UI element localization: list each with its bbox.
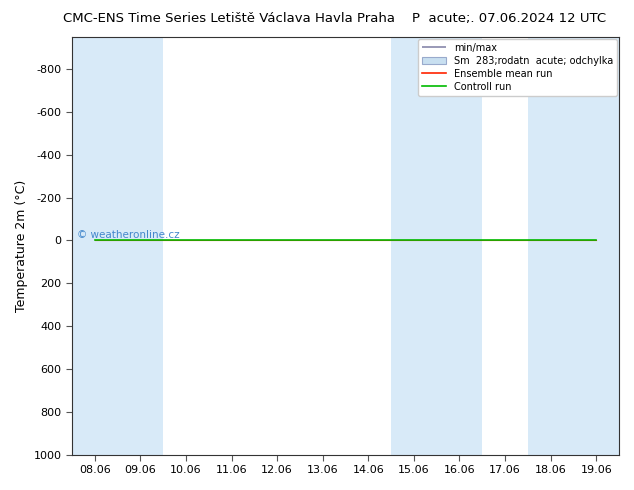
Legend: min/max, Sm  283;rodatn  acute; odchylka, Ensemble mean run, Controll run: min/max, Sm 283;rodatn acute; odchylka, … <box>418 39 617 96</box>
Bar <box>391 37 437 455</box>
Text: P  acute;. 07.06.2024 12 UTC: P acute;. 07.06.2024 12 UTC <box>412 12 606 25</box>
Text: CMC-ENS Time Series Letiště Václava Havla Praha: CMC-ENS Time Series Letiště Václava Havl… <box>63 12 396 25</box>
Text: © weatheronline.cz: © weatheronline.cz <box>77 230 180 241</box>
Bar <box>528 37 573 455</box>
Bar <box>117 37 163 455</box>
Bar <box>72 37 117 455</box>
Bar <box>437 37 482 455</box>
Bar <box>573 37 619 455</box>
Y-axis label: Temperature 2m (°C): Temperature 2m (°C) <box>15 180 28 312</box>
